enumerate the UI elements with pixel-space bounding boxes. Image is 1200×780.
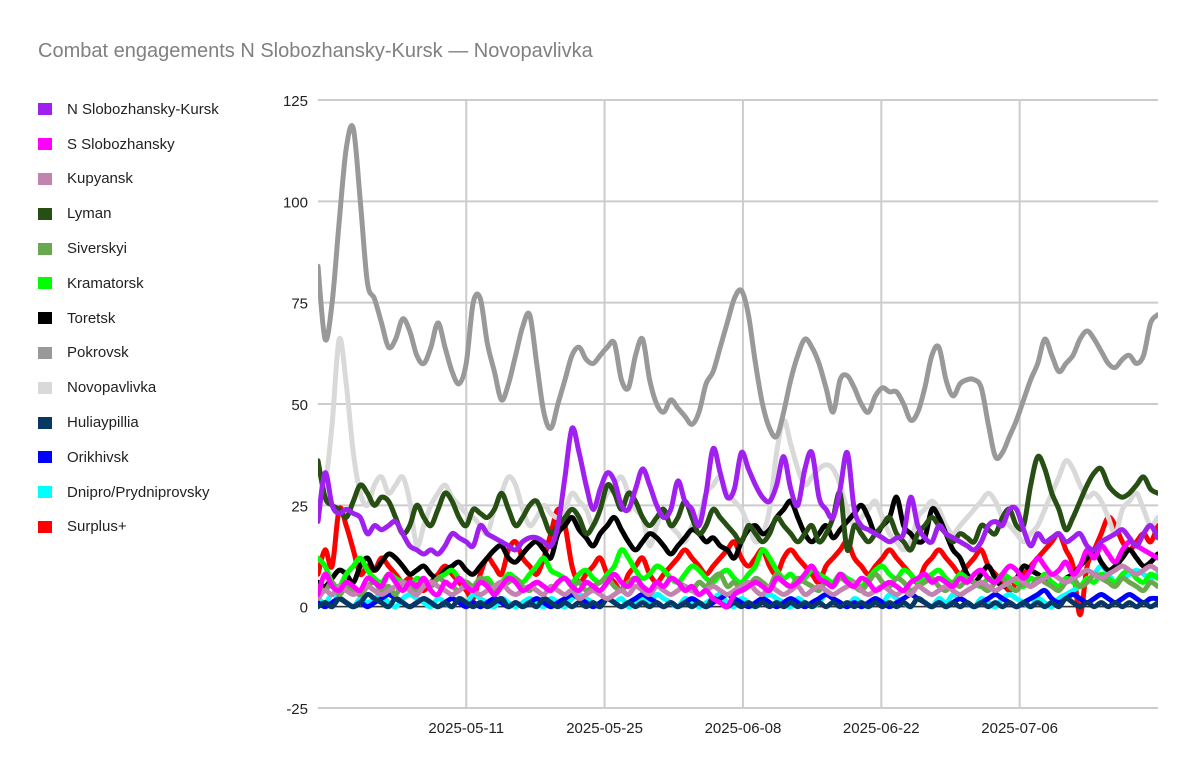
chart-title: Combat engagements N Slobozhansky-Kursk … — [38, 40, 593, 62]
legend-item-s-slobozhansky: S Slobozhansky — [38, 127, 219, 162]
series-line-s-slobozhansky — [318, 539, 1158, 610]
y-tick-label: 100 — [283, 194, 308, 211]
series-line-huliaypillia — [318, 591, 1158, 610]
legend-swatch — [38, 138, 52, 151]
legend-label: Pokrovsk — [67, 344, 129, 362]
legend: N Slobozhansky-Kursk S Slobozhansky Kupyan… — [38, 92, 219, 544]
legend-item-dnipro-prydniprovsky: Dnipro/Prydniprovsky — [38, 475, 219, 510]
legend-label: Lyman — [67, 205, 112, 223]
legend-swatch — [38, 172, 52, 185]
legend-label: Kupyansk — [67, 170, 133, 188]
legend-swatch — [38, 416, 52, 429]
legend-label: Dnipro/Prydniprovsky — [67, 483, 210, 501]
legend-label: Kramatorsk — [67, 274, 144, 292]
legend-label: Siverskyi — [67, 240, 128, 258]
legend-label: Huliaypillia — [67, 414, 139, 432]
x-tick-label: 2025-05-11 — [428, 720, 504, 737]
legend-swatch — [38, 451, 52, 464]
legend-item-surplus: Surplus+ — [38, 510, 219, 545]
legend-swatch — [38, 312, 52, 325]
y-tick-label: 50 — [291, 397, 308, 414]
legend-label: Novopavlivka — [67, 379, 157, 397]
legend-label: Toretsk — [67, 309, 116, 327]
legend-item-orikhivsk: Orikhivsk — [38, 440, 219, 475]
legend-label: Orikhivsk — [67, 448, 129, 466]
legend-item-kramatorsk: Kramatorsk — [38, 266, 219, 301]
legend-label: S Slobozhansky — [67, 135, 175, 153]
legend-item-kupyansk: Kupyansk — [38, 162, 219, 197]
legend-swatch — [38, 103, 52, 116]
legend-swatch — [38, 207, 52, 220]
y-tick-label: 25 — [291, 498, 308, 515]
legend-item-pokrovsk: Pokrovsk — [38, 336, 219, 371]
y-tick-label: -25 — [286, 701, 308, 718]
series-line-pokrovsk — [318, 123, 1158, 462]
legend-swatch — [38, 520, 52, 533]
series-line-kupyansk — [318, 563, 1158, 602]
series-lines — [318, 123, 1158, 618]
legend-swatch — [38, 346, 52, 359]
legend-item-n-slobozhansky-kursk: N Slobozhansky-Kursk — [38, 92, 219, 127]
x-tick-label: 2025-06-22 — [843, 720, 920, 737]
legend-item-toretsk: Toretsk — [38, 301, 219, 336]
legend-item-novopavlivka: Novopavlivka — [38, 370, 219, 405]
y-tick-label: 75 — [291, 296, 308, 313]
x-tick-label: 2025-06-08 — [705, 720, 782, 737]
series-line-lyman — [318, 453, 1158, 554]
legend-label: N Slobozhansky-Kursk — [67, 100, 219, 118]
x-tick-label: 2025-05-25 — [566, 720, 643, 737]
y-tick-label: 0 — [300, 600, 308, 617]
legend-item-lyman: Lyman — [38, 196, 219, 231]
series-line-novopavlivka — [318, 335, 1158, 553]
legend-swatch — [38, 277, 52, 290]
y-tick-label: 125 — [283, 93, 308, 110]
legend-swatch — [38, 381, 52, 394]
legend-swatch — [38, 486, 52, 499]
legend-item-siverskyi: Siverskyi — [38, 231, 219, 266]
legend-item-huliaypillia: Huliaypillia — [38, 405, 219, 440]
x-tick-label: 2025-07-06 — [981, 720, 1058, 737]
legend-swatch — [38, 242, 52, 255]
legend-label: Surplus+ — [67, 518, 127, 536]
series-line-n-slobozhansky-kursk — [318, 425, 1158, 557]
